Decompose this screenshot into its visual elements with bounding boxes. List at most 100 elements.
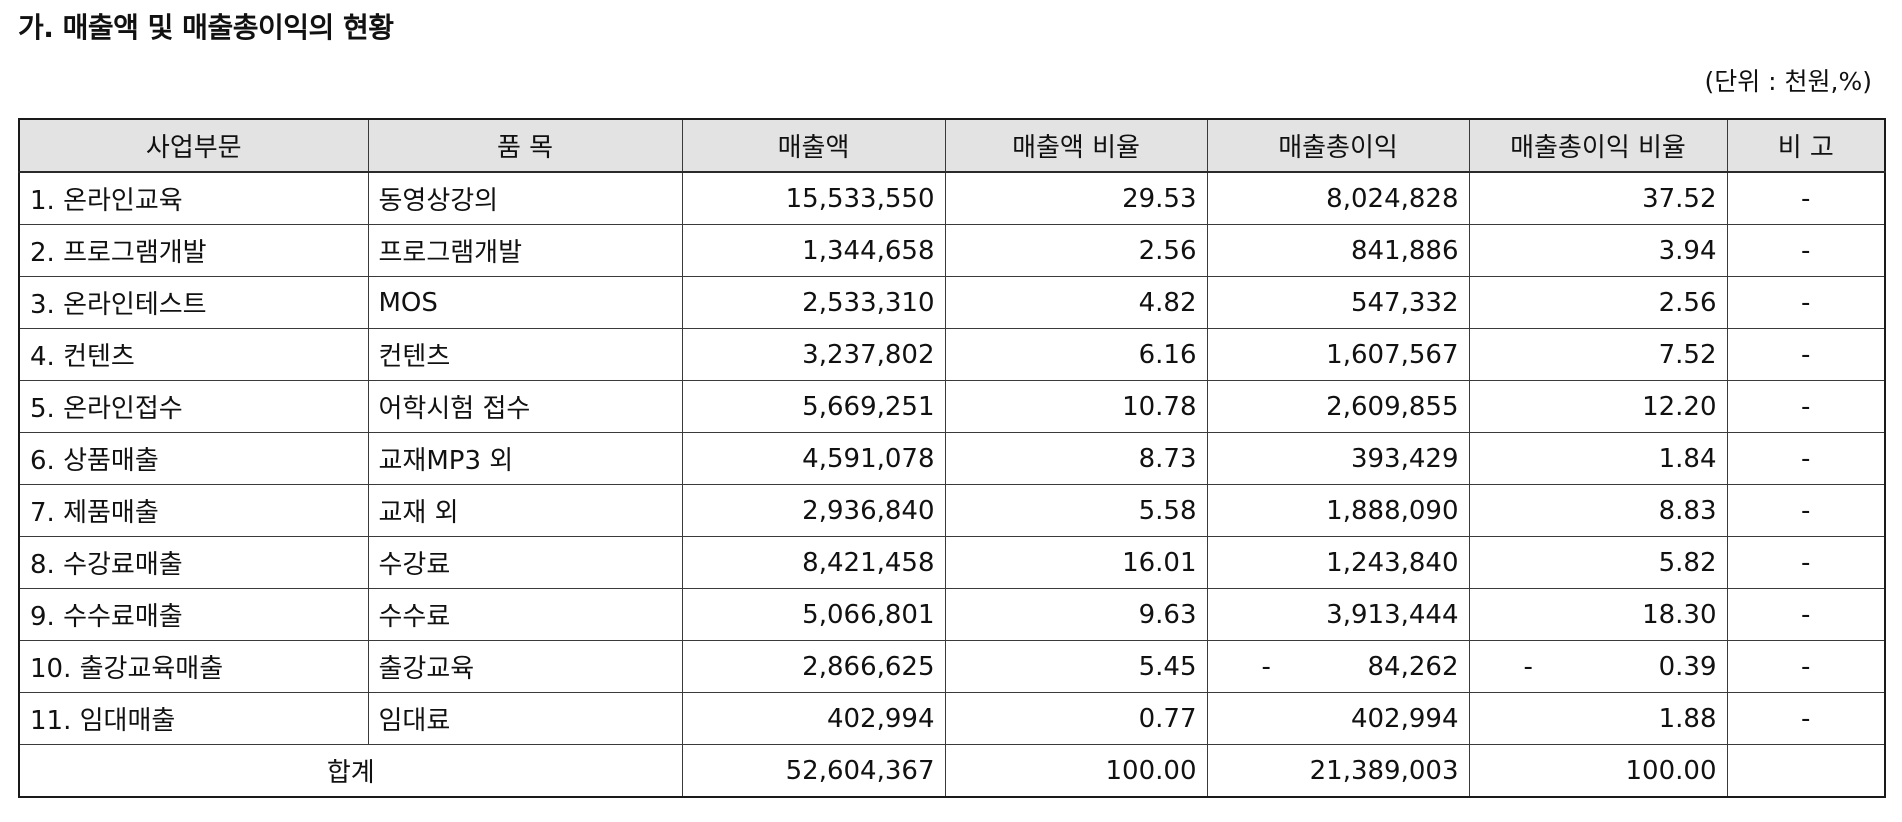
note-cell: -: [1726, 432, 1886, 485]
header-sales-ratio: 매출액 비율: [944, 118, 1208, 173]
gross-profit-cell: 1,607,567: [1206, 328, 1470, 381]
gross-profit-ratio-cell: 12.20: [1468, 380, 1728, 433]
item-cell: MOS: [367, 276, 683, 329]
segment-cell: 1. 온라인교육: [18, 171, 369, 225]
note-cell: -: [1726, 380, 1886, 433]
note-cell: -: [1726, 640, 1886, 693]
sales-gross-profit-table: 사업부문 품 목 매출액 매출액 비율 매출총이익 매출총이익 비율 비 고 1…: [18, 118, 1886, 798]
header-row: 사업부문 품 목 매출액 매출액 비율 매출총이익 매출총이익 비율 비 고: [18, 118, 1886, 173]
gross-profit-cell: 8,024,828: [1206, 171, 1470, 225]
unit-label: (단위 : 천원,%): [1704, 67, 1872, 96]
note-cell: -: [1726, 484, 1886, 537]
table-row: 6. 상품매출 교재MP3 외 4,591,078 8.73 393,429 1…: [18, 432, 1886, 485]
note-cell: -: [1726, 328, 1886, 381]
item-cell: 수수료: [367, 588, 683, 641]
item-cell: 동영상강의: [367, 171, 683, 225]
segment-cell: 5. 온라인접수: [18, 380, 369, 433]
gross-profit-cell: 3,913,444: [1206, 588, 1470, 641]
sales-ratio-cell: 4.82: [944, 276, 1208, 329]
table-row: 5. 온라인접수 어학시험 접수 5,669,251 10.78 2,609,8…: [18, 380, 1886, 433]
gross-profit-cell: 2,609,855: [1206, 380, 1470, 433]
table-row: 7. 제품매출 교재 외 2,936,840 5.58 1,888,090 8.…: [18, 484, 1886, 537]
table-row: 11. 임대매출 임대료 402,994 0.77 402,994 1.88 -: [18, 692, 1886, 745]
item-cell: 어학시험 접수: [367, 380, 683, 433]
negative-sign: -: [1261, 651, 1271, 682]
gross-profit-cell: 841,886: [1206, 224, 1470, 277]
sales-cell: 15,533,550: [681, 171, 946, 225]
gross-profit-ratio-cell: 1.84: [1468, 432, 1728, 485]
segment-cell: 6. 상품매출: [18, 432, 369, 485]
item-cell: 교재MP3 외: [367, 432, 683, 485]
gross-profit-ratio-cell: 3.94: [1468, 224, 1728, 277]
header-gross-profit-ratio: 매출총이익 비율: [1468, 118, 1728, 173]
header-item: 품 목: [367, 118, 683, 173]
sales-ratio-cell: 2.56: [944, 224, 1208, 277]
note-cell: -: [1726, 588, 1886, 641]
gross-profit-ratio-cell: 37.52: [1468, 171, 1728, 225]
sales-cell: 402,994: [681, 692, 946, 745]
gross-profit-ratio-cell: 8.83: [1468, 484, 1728, 537]
gross-profit-ratio-cell: 5.82: [1468, 536, 1728, 589]
gross-profit-cell: 393,429: [1206, 432, 1470, 485]
item-cell: 컨텐츠: [367, 328, 683, 381]
segment-cell: 4. 컨텐츠: [18, 328, 369, 381]
sales-cell: 2,866,625: [681, 640, 946, 693]
sales-cell: 2,533,310: [681, 276, 946, 329]
table-row: 4. 컨텐츠 컨텐츠 3,237,802 6.16 1,607,567 7.52…: [18, 328, 1886, 381]
total-sales-ratio-cell: 100.00: [944, 744, 1208, 798]
gross-profit-ratio-cell: 2.56: [1468, 276, 1728, 329]
sales-ratio-cell: 9.63: [944, 588, 1208, 641]
item-cell: 교재 외: [367, 484, 683, 537]
table-row: 3. 온라인테스트 MOS 2,533,310 4.82 547,332 2.5…: [18, 276, 1886, 329]
gross-profit-ratio-cell: 1.88: [1468, 692, 1728, 745]
gross-profit-ratio-cell: 7.52: [1468, 328, 1728, 381]
header-segment: 사업부문: [18, 118, 369, 173]
note-cell: -: [1726, 536, 1886, 589]
gross-profit-cell: 402,994: [1206, 692, 1470, 745]
sales-ratio-cell: 29.53: [944, 171, 1208, 225]
note-cell: -: [1726, 171, 1886, 225]
gross-profit-ratio-value: 0.39: [1658, 651, 1717, 682]
table-row: 8. 수강료매출 수강료 8,421,458 16.01 1,243,840 5…: [18, 536, 1886, 589]
sales-ratio-cell: 16.01: [944, 536, 1208, 589]
gross-profit-value: 84,262: [1367, 651, 1459, 682]
sales-ratio-cell: 10.78: [944, 380, 1208, 433]
total-gross-profit-cell: 21,389,003: [1206, 744, 1470, 798]
negative-sign: -: [1523, 651, 1533, 682]
sales-ratio-cell: 8.73: [944, 432, 1208, 485]
gross-profit-cell: - 84,262: [1206, 640, 1470, 693]
gross-profit-cell: 1,888,090: [1206, 484, 1470, 537]
table-row: 9. 수수료매출 수수료 5,066,801 9.63 3,913,444 18…: [18, 588, 1886, 641]
total-label: 합계: [18, 744, 683, 798]
sales-cell: 1,344,658: [681, 224, 946, 277]
sales-ratio-cell: 5.45: [944, 640, 1208, 693]
section-title: 가. 매출액 및 매출총이익의 현황: [18, 11, 394, 44]
header-sales: 매출액: [681, 118, 946, 173]
sales-cell: 5,669,251: [681, 380, 946, 433]
gross-profit-ratio-cell: - 0.39: [1468, 640, 1728, 693]
sales-ratio-cell: 6.16: [944, 328, 1208, 381]
table-row: 2. 프로그램개발 프로그램개발 1,344,658 2.56 841,886 …: [18, 224, 1886, 277]
total-note-cell: [1726, 744, 1886, 798]
segment-cell: 11. 임대매출: [18, 692, 369, 745]
header-note: 비 고: [1726, 118, 1886, 173]
item-cell: 출강교육: [367, 640, 683, 693]
gross-profit-ratio-cell: 18.30: [1468, 588, 1728, 641]
sales-ratio-cell: 5.58: [944, 484, 1208, 537]
header-gross-profit: 매출총이익: [1206, 118, 1470, 173]
note-cell: -: [1726, 692, 1886, 745]
sales-cell: 5,066,801: [681, 588, 946, 641]
note-cell: -: [1726, 276, 1886, 329]
table-row: 10. 출강교육매출 출강교육 2,866,625 5.45 - 84,262 -…: [18, 640, 1886, 693]
sales-ratio-cell: 0.77: [944, 692, 1208, 745]
gross-profit-cell: 547,332: [1206, 276, 1470, 329]
item-cell: 프로그램개발: [367, 224, 683, 277]
segment-cell: 2. 프로그램개발: [18, 224, 369, 277]
segment-cell: 10. 출강교육매출: [18, 640, 369, 693]
item-cell: 임대료: [367, 692, 683, 745]
sales-cell: 3,237,802: [681, 328, 946, 381]
total-row: 합계 52,604,367 100.00 21,389,003 100.00: [18, 744, 1886, 798]
gross-profit-cell: 1,243,840: [1206, 536, 1470, 589]
sales-cell: 2,936,840: [681, 484, 946, 537]
segment-cell: 3. 온라인테스트: [18, 276, 369, 329]
